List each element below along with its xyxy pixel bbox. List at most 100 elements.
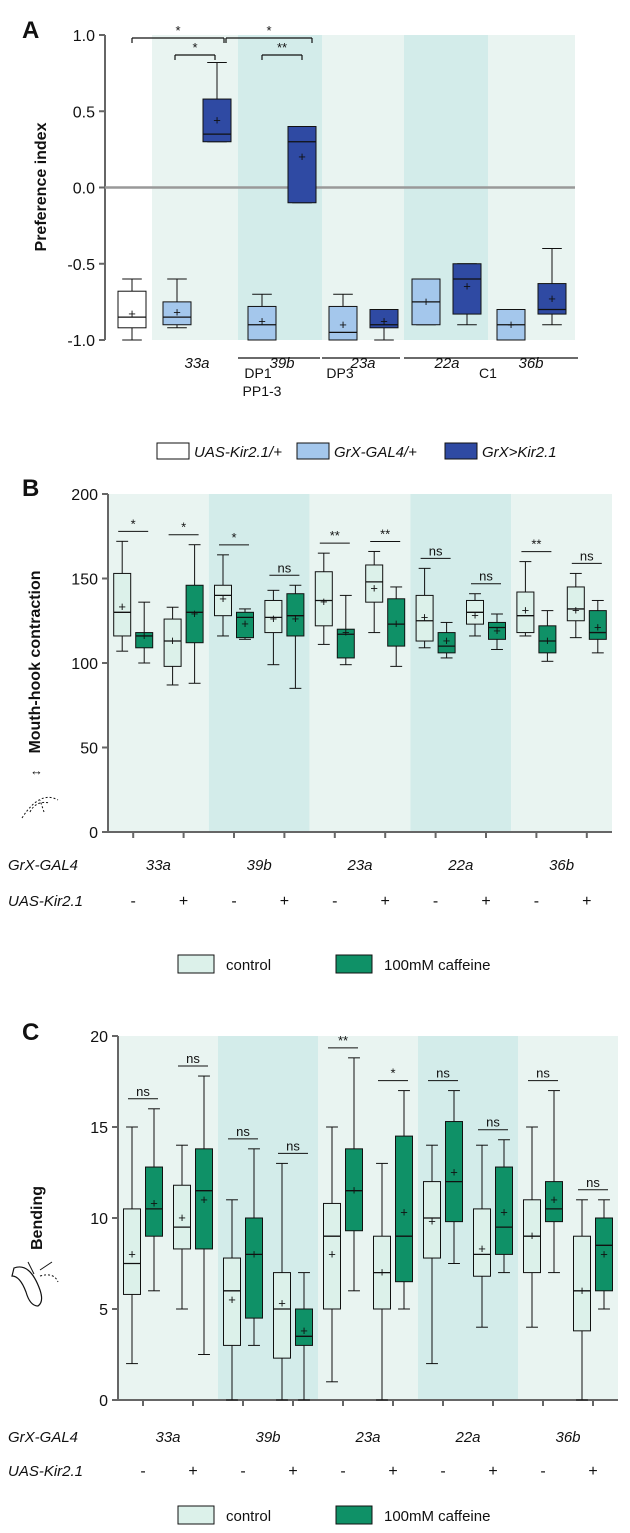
b-box-23a-plus-control-mean-marker: + — [370, 581, 378, 596]
legend-label-uas: UAS-Kir2.1/+ — [194, 444, 282, 461]
b-box-36b-minus-control-mean-marker: + — [522, 603, 530, 618]
box-a-3-box — [247, 305, 277, 341]
c-box-36b-minus-caffeine-box — [545, 1181, 563, 1223]
c-box-39b-plus-control-mean-marker: + — [278, 1296, 286, 1311]
b-band-4 — [511, 494, 612, 832]
bend-arrows-icon — [27, 1261, 53, 1275]
c-box-22a-minus-control-box — [423, 1181, 441, 1259]
c-box-23a-minus-caffeine-box — [345, 1148, 363, 1232]
b-box-23a-minus-caffeine-mean-marker: + — [342, 625, 350, 640]
b-box-33a-plus-control-mean-marker: + — [169, 633, 177, 648]
b-box-39b-minus-caffeine-box — [236, 611, 254, 639]
legend-swatch-control-b — [177, 954, 215, 974]
c-y-tick-label-3: 5 — [99, 1302, 108, 1319]
b-box-23a-minus-caffeine: + — [336, 594, 355, 666]
c-box-36b-minus-control-mean-marker: + — [528, 1228, 536, 1243]
c-sig-label-8: ns — [536, 1066, 550, 1081]
b-category-22a: 22a — [447, 857, 473, 874]
neuron-group-c1: C1 — [479, 365, 497, 381]
legend-swatch-uas — [156, 442, 190, 460]
b-category-39b: 39b — [247, 857, 272, 874]
c-kir-sign-3: + — [288, 1463, 297, 1480]
c-box-22a-plus-control-box — [473, 1208, 491, 1277]
c-box-23a-plus-caffeine: + — [395, 1090, 413, 1310]
b-box-23a-plus-caffeine: + — [387, 586, 406, 667]
category-a-23a: 23a — [349, 355, 375, 372]
panel-a-categories: 33a 39b 23a 22a 36b — [184, 355, 543, 372]
b-sig-label-1: * — [181, 520, 186, 535]
box-a-2-mean-marker: + — [213, 112, 221, 127]
legend-label-kir: GrX>Kir2.1 — [482, 444, 557, 461]
category-a-33a: 33a — [184, 355, 209, 372]
c-box-23a-plus-control: + — [373, 1162, 391, 1401]
c-y-tick-label-1: 15 — [90, 1120, 108, 1137]
box-a-9: + — [496, 309, 526, 341]
c-sig-label-5: * — [390, 1066, 395, 1081]
c-box-23a-plus-caffeine-box — [395, 1135, 413, 1283]
b-box-22a-minus-caffeine-mean-marker: + — [443, 633, 451, 648]
b-band-1 — [208, 494, 310, 832]
c-box-33a-minus-caffeine: + — [145, 1108, 163, 1292]
b-sig-label-3: ns — [278, 560, 292, 575]
box-a-7: + — [411, 278, 441, 326]
b-box-23a-plus-caffeine-mean-marker: + — [392, 616, 400, 631]
b-box-39b-plus-caffeine-mean-marker: + — [292, 611, 300, 626]
b-sig-label-7: ns — [479, 569, 493, 584]
b-box-36b-plus-control-box — [566, 586, 585, 622]
c-box-39b-minus-control: + — [223, 1199, 241, 1401]
b-sig-label-6: ns — [429, 543, 443, 558]
legend-label-caffeine-c: 100mM caffeine — [384, 1508, 490, 1525]
b-box-39b-plus-control: + — [264, 589, 283, 666]
c-box-33a-plus-caffeine-box — [195, 1148, 213, 1250]
b-box-36b-plus-caffeine: + — [588, 599, 607, 654]
panel-b-bands — [108, 494, 612, 832]
b-box-33a-minus-caffeine: + — [135, 601, 154, 664]
b-box-36b-minus-control-box — [516, 591, 535, 634]
y-tick-label-a-1: 0.5 — [73, 104, 95, 121]
c-box-39b-minus-caffeine-mean-marker: + — [250, 1246, 258, 1261]
legend-swatch-gal4 — [296, 442, 330, 460]
c-box-36b-plus-control: + — [573, 1199, 591, 1401]
b-row-label-gal4: GrX-GAL4 — [8, 857, 78, 874]
y-tick-label-a-4: -1.0 — [67, 333, 95, 350]
c-box-22a-plus-control: + — [473, 1144, 491, 1328]
c-box-33a-minus-caffeine-mean-marker: + — [150, 1195, 158, 1210]
c-box-39b-minus-control-box — [223, 1257, 241, 1346]
b-box-36b-minus-caffeine-box — [538, 625, 557, 654]
b-y-tick-label-0: 200 — [71, 487, 98, 504]
sig-label-a-2: * — [266, 23, 271, 38]
c-box-36b-plus-control-mean-marker: + — [578, 1283, 586, 1298]
c-sig-label-0: ns — [136, 1084, 150, 1099]
c-box-23a-plus-caffeine-mean-marker: + — [400, 1205, 408, 1220]
b-sig-label-4: ** — [330, 528, 340, 543]
b-box-39b-plus-control-mean-marker: + — [270, 611, 278, 626]
c-sig-label-9: ns — [586, 1175, 600, 1190]
sig-label-a-3: ** — [277, 40, 287, 55]
b-y-tick-label-1: 150 — [71, 572, 98, 589]
b-box-39b-minus-control-box — [214, 584, 232, 617]
box-a-6: + — [369, 309, 399, 341]
c-category-33a: 33a — [155, 1429, 180, 1446]
c-box-22a-minus-caffeine-box — [445, 1121, 463, 1223]
c-row-label-kir: UAS-Kir2.1 — [8, 1463, 83, 1480]
box-a-5-mean-marker: + — [339, 317, 347, 332]
b-box-23a-minus-control-box — [314, 571, 333, 627]
c-box-22a-minus-caffeine: + — [445, 1090, 463, 1264]
b-kir-sign-8: - — [534, 893, 539, 910]
c-box-39b-plus-caffeine-mean-marker: + — [300, 1323, 308, 1338]
b-box-36b-minus-control: + — [516, 561, 535, 637]
legend-label-control-c: control — [226, 1508, 271, 1525]
b-box-39b-minus-control: + — [214, 554, 232, 637]
b-kir-sign-7: + — [481, 893, 490, 910]
b-box-22a-plus-caffeine-box — [488, 621, 506, 640]
c-kir-sign-9: + — [588, 1463, 597, 1480]
bending-larva-icon — [11, 1261, 59, 1307]
c-box-36b-plus-caffeine-box — [595, 1217, 613, 1292]
box-a-10: + — [537, 248, 567, 326]
sig-label-a-0: * — [175, 23, 180, 38]
b-box-39b-plus-caffeine-box — [286, 593, 305, 637]
c-box-33a-minus-control-box — [123, 1208, 141, 1295]
c-box-22a-plus-caffeine-mean-marker: + — [500, 1205, 508, 1220]
